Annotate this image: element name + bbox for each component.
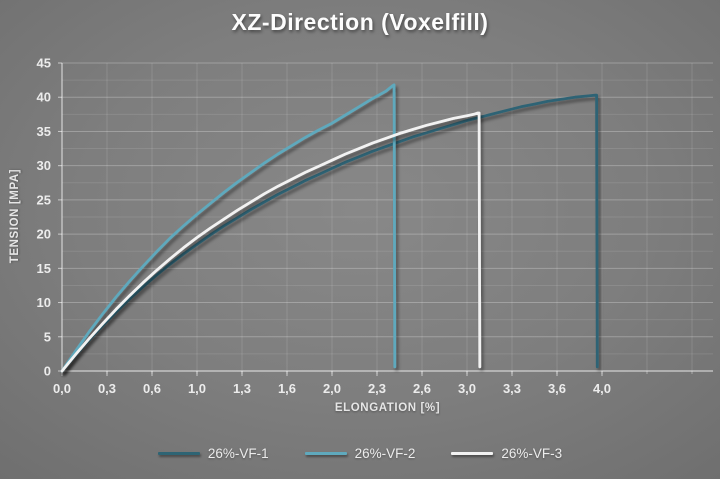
y-tick-label: 15 <box>37 261 51 276</box>
y-tick-label: 5 <box>44 329 51 344</box>
series-line-vf2 <box>60 83 397 373</box>
series-line-vf3 <box>60 111 482 373</box>
x-tick-label: 2,0 <box>323 381 341 396</box>
y-tick-label: 30 <box>37 158 51 173</box>
chart-title: XZ-Direction (Voxelfill) <box>231 9 489 35</box>
axis-ticks <box>58 62 693 376</box>
y-tick-label: 35 <box>37 124 51 139</box>
y-tick-label: 0 <box>44 364 51 379</box>
y-tick-label: 40 <box>37 90 51 105</box>
x-tick-label: 3,3 <box>503 381 521 396</box>
y-tick-label: 20 <box>37 227 51 242</box>
gridlines <box>62 62 713 371</box>
x-tick-label: 3,6 <box>548 381 566 396</box>
y-tick-label: 25 <box>37 192 51 207</box>
x-tick-label: 3,0 <box>458 381 476 396</box>
y-axis-title: TENSION [MPA] <box>9 168 21 264</box>
x-tick-label: 0,3 <box>98 381 116 396</box>
legend-item-vf1: 26%-VF-1 <box>157 446 269 461</box>
y-tick-label: 10 <box>37 295 51 310</box>
legend-line-swatch-vf1 <box>157 452 200 455</box>
x-tick-label: 0,0 <box>53 381 71 396</box>
x-tick-label: 1,0 <box>188 381 206 396</box>
x-tick-label: 4,0 <box>593 381 611 396</box>
legend-item-vf3: 26%-VF-3 <box>451 446 562 461</box>
x-tick-label: 1,6 <box>278 381 296 396</box>
x-tick-label: 1,3 <box>233 381 251 396</box>
legend-line-swatch-vf2 <box>304 452 347 455</box>
legend-line-swatch-vf3 <box>451 452 494 455</box>
legend: 26%-VF-1 26%-VF-2 26%-VF-3 <box>0 446 720 461</box>
legend-label-vf3: 26%-VF-3 <box>501 446 563 461</box>
legend-label-vf2: 26%-VF-2 <box>354 446 416 461</box>
x-tick-label: 0,6 <box>143 381 161 396</box>
y-tick-label: 45 <box>37 56 51 71</box>
legend-label-vf1: 26%-VF-1 <box>207 446 269 461</box>
legend-item-vf2: 26%-VF-2 <box>304 446 416 461</box>
x-tick-label: 2,6 <box>413 381 431 396</box>
x-axis-title: ELONGATION [%] <box>334 402 441 414</box>
series-line-vf1 <box>60 93 599 373</box>
x-tick-label: 2,3 <box>368 381 386 396</box>
